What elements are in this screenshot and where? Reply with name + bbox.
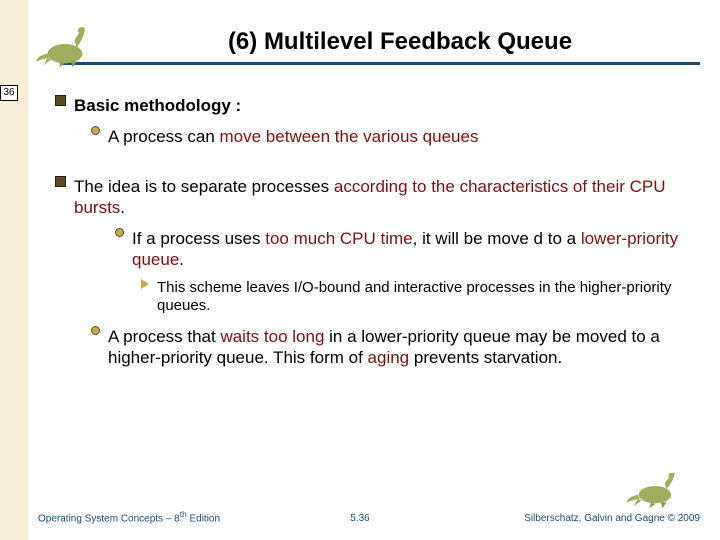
slide-footer: Operating System Concepts – 8th Edition … xyxy=(0,502,720,530)
text-fragment: A process that xyxy=(108,327,220,346)
text-fragment: , it will be move d to a xyxy=(413,229,581,248)
round-bullet-icon xyxy=(115,228,124,237)
title-underline xyxy=(60,62,700,65)
dinosaur-top-icon xyxy=(34,20,92,68)
round-bullet-icon xyxy=(91,126,100,135)
text-fragment: prevents starvation. xyxy=(409,348,562,367)
highlight-text: move between the various queues xyxy=(220,127,479,146)
sub-bullet-move-queues: A process can move between the various q… xyxy=(91,126,695,147)
sub-bullet-too-much-cpu: If a process uses too much CPU time, it … xyxy=(115,228,695,271)
highlight-text: waits too long xyxy=(220,327,324,346)
slide-content: Basic methodology : A process can move b… xyxy=(55,95,695,379)
highlight-text: aging xyxy=(368,348,410,367)
bullet-text: Basic methodology : xyxy=(74,95,695,116)
bullet-text: A process that waits too long in a lower… xyxy=(108,326,695,369)
arrow-bullet-io-bound: This scheme leaves I/O-bound and interac… xyxy=(141,279,695,317)
bullet-text: The idea is to separate processes accord… xyxy=(74,176,695,219)
text-fragment: The idea is to separate processes xyxy=(74,177,334,196)
text-superscript: th xyxy=(180,509,187,519)
text-fragment: . xyxy=(179,250,184,269)
text-fragment: Edition xyxy=(187,513,220,524)
page-number-badge: 36 xyxy=(0,85,18,101)
text-fragment: Operating System Concepts – 8 xyxy=(38,513,180,524)
sub-bullet-aging: A process that waits too long in a lower… xyxy=(91,326,695,369)
slide-title: (6) Multilevel Feedback Queue xyxy=(60,10,700,56)
slide-header: (6) Multilevel Feedback Queue xyxy=(60,10,700,65)
text-fragment: A process can xyxy=(108,127,220,146)
footer-page-number: 5.36 xyxy=(350,513,369,524)
footer-copyright: Silberschatz, Galvin and Gagne © 2009 xyxy=(524,513,700,524)
arrow-bullet-icon xyxy=(141,279,149,289)
highlight-text: too much CPU time xyxy=(265,229,412,248)
bullet-text: If a process uses too much CPU time, it … xyxy=(132,228,695,271)
bullet-text: This scheme leaves I/O-bound and interac… xyxy=(157,279,695,317)
square-bullet-icon xyxy=(55,95,66,106)
text-fragment: . xyxy=(120,198,125,217)
text-fragment: If a process uses xyxy=(132,229,265,248)
round-bullet-icon xyxy=(91,326,100,335)
bullet-separate-processes: The idea is to separate processes accord… xyxy=(55,176,695,219)
sidebar-strip xyxy=(0,0,28,540)
square-bullet-icon xyxy=(55,176,66,187)
bullet-basic-methodology: Basic methodology : xyxy=(55,95,695,116)
footer-left-text: Operating System Concepts – 8th Edition xyxy=(38,509,220,524)
bullet-text: A process can move between the various q… xyxy=(108,126,695,147)
